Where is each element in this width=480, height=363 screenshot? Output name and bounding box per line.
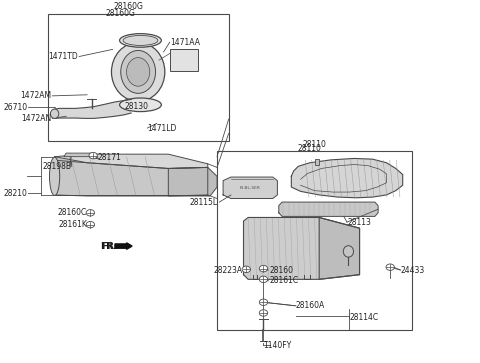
Bar [217, 151, 412, 330]
Text: 28115L: 28115L [190, 197, 218, 207]
Text: 28161C: 28161C [269, 276, 298, 285]
Polygon shape [64, 153, 92, 157]
Circle shape [86, 209, 95, 216]
Text: 28160C: 28160C [58, 208, 87, 217]
Text: 1472AN: 1472AN [21, 114, 51, 123]
Text: 28198B: 28198B [43, 162, 72, 171]
Ellipse shape [120, 98, 161, 111]
Circle shape [259, 265, 268, 272]
Text: FR.: FR. [101, 241, 118, 250]
Text: 28160G: 28160G [114, 2, 144, 11]
Text: KI-BL-SER: KI-BL-SER [240, 186, 261, 190]
Polygon shape [55, 99, 131, 118]
Polygon shape [314, 159, 319, 164]
Polygon shape [223, 177, 277, 199]
Text: 28160G: 28160G [106, 9, 135, 18]
Text: 28114C: 28114C [349, 313, 378, 322]
Circle shape [89, 152, 97, 159]
Text: 28210: 28210 [3, 189, 27, 198]
Ellipse shape [50, 109, 59, 118]
Text: 28110: 28110 [303, 140, 327, 149]
Text: 24433: 24433 [400, 265, 425, 274]
Text: 28223A: 28223A [214, 265, 242, 274]
Text: 1471AA: 1471AA [171, 38, 201, 47]
Ellipse shape [343, 246, 353, 257]
Circle shape [242, 266, 251, 273]
Text: 28171: 28171 [98, 153, 121, 162]
Polygon shape [291, 158, 403, 198]
Text: 1472AM: 1472AM [20, 91, 51, 100]
FancyBboxPatch shape [170, 49, 199, 71]
Text: 26710: 26710 [3, 103, 27, 112]
Polygon shape [279, 202, 378, 216]
Ellipse shape [111, 42, 165, 101]
Ellipse shape [127, 58, 150, 86]
Ellipse shape [123, 36, 158, 45]
Text: 28113: 28113 [347, 217, 371, 227]
Text: 28130: 28130 [124, 102, 148, 111]
Text: 1471TD: 1471TD [48, 52, 78, 61]
Ellipse shape [121, 50, 156, 93]
Circle shape [86, 221, 95, 228]
Polygon shape [55, 157, 208, 196]
Polygon shape [319, 217, 360, 280]
Text: 28160A: 28160A [296, 301, 325, 310]
Polygon shape [168, 167, 217, 196]
Circle shape [386, 264, 395, 270]
Polygon shape [55, 154, 208, 168]
FancyArrow shape [115, 243, 132, 249]
Circle shape [259, 310, 268, 316]
Text: 28160: 28160 [269, 265, 293, 274]
Ellipse shape [120, 34, 161, 47]
Circle shape [259, 299, 268, 305]
Bar [48, 13, 228, 140]
Ellipse shape [49, 157, 60, 195]
Text: 1471LD: 1471LD [147, 123, 177, 132]
Text: 28110: 28110 [297, 144, 321, 153]
Circle shape [259, 276, 268, 282]
Text: FR.: FR. [100, 241, 117, 250]
Text: 1140FY: 1140FY [264, 340, 292, 350]
Polygon shape [243, 217, 360, 280]
Text: 28161K: 28161K [58, 220, 87, 229]
